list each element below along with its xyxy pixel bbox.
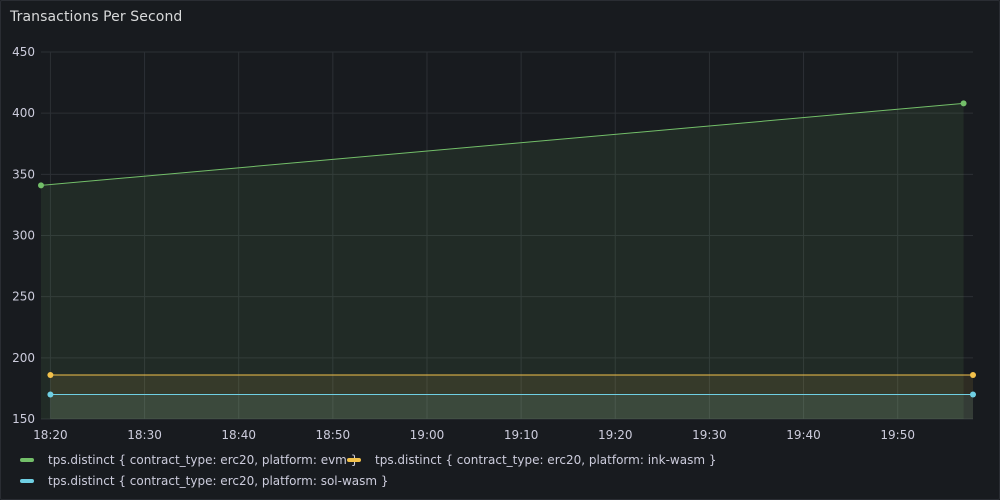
x-tick-label: 18:40 [221,428,256,442]
legend-swatch-ink-wasm [347,458,361,462]
data-point [970,391,976,398]
x-tick-label: 18:30 [127,428,162,442]
legend-swatch-evm [20,458,34,462]
x-tick-label: 19:50 [880,428,915,442]
legend-item-sol-wasm[interactable]: tps.distinct { contract_type: erc20, pla… [20,474,389,488]
y-tick-label: 400 [12,106,35,120]
y-tick-label: 450 [12,45,35,59]
y-tick-label: 200 [12,351,35,365]
legend-label-sol-wasm: tps.distinct { contract_type: erc20, pla… [48,474,389,488]
series-area [50,374,974,419]
x-tick-label: 19:30 [692,428,727,442]
data-point [38,182,44,189]
x-tick-label: 18:50 [316,428,351,442]
x-tick-label: 19:20 [598,428,633,442]
y-tick-label: 250 [12,290,35,304]
legend-item-evm[interactable]: tps.distinct { contract_type: erc20, pla… [20,453,358,467]
y-tick-label: 300 [12,229,35,243]
x-tick-label: 19:00 [410,428,445,442]
series-line [40,102,964,186]
y-tick-label: 150 [12,412,35,426]
data-point [960,100,967,107]
legend-label-evm: tps.distinct { contract_type: erc20, pla… [48,453,359,467]
legend-swatch-sol-wasm [20,479,34,483]
x-tick-label: 19:40 [786,428,821,442]
y-tick-label: 350 [12,167,35,181]
x-tick-label: 19:10 [504,428,539,442]
panel-title[interactable]: Transactions Per Second [10,9,183,25]
legend-item-ink-wasm[interactable]: tps.distinct { contract_type: erc20, pla… [347,453,716,467]
series-area [41,103,964,419]
legend-label-ink-wasm: tps.distinct { contract_type: erc20, pla… [375,453,717,467]
data-point [970,371,976,378]
data-point [47,371,54,378]
data-point [47,391,54,398]
x-tick-label: 18:20 [33,428,68,442]
series-area [50,394,974,419]
